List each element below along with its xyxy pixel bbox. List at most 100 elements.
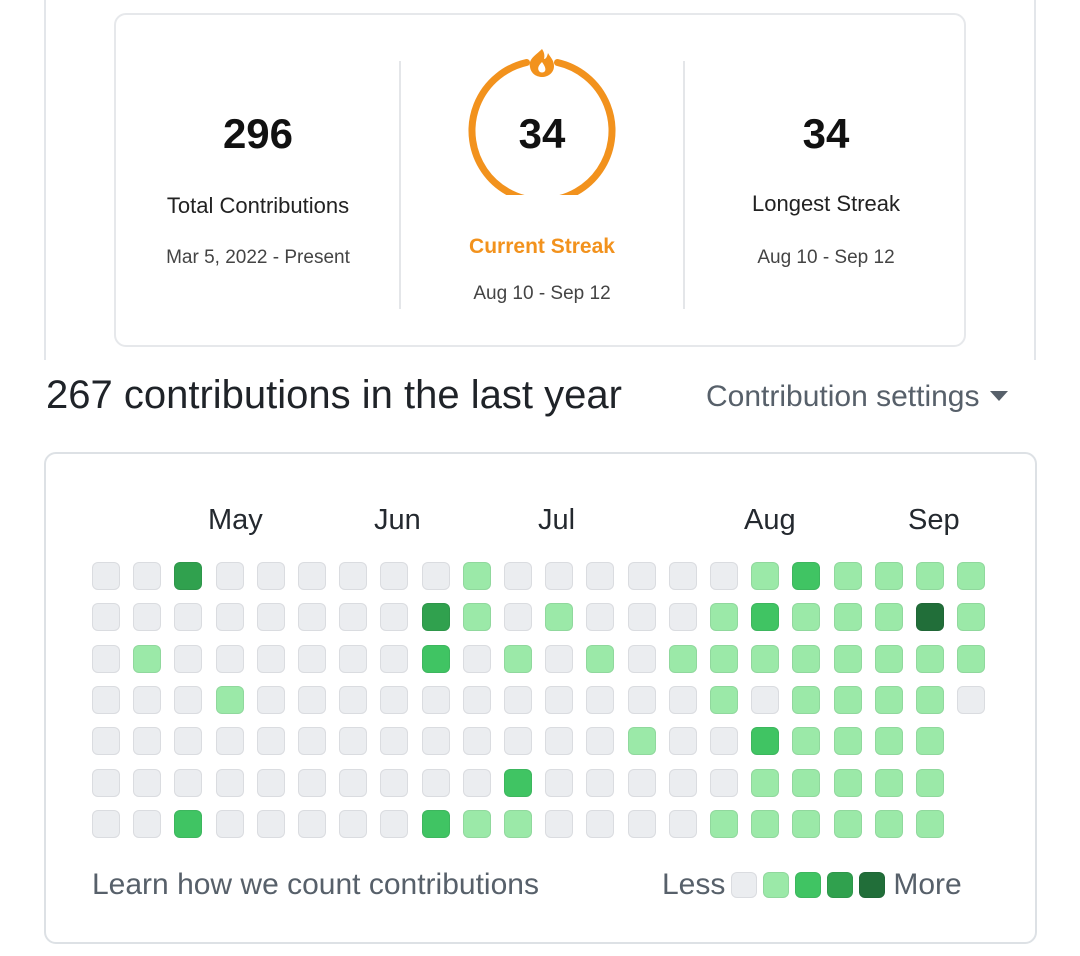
contribution-cell[interactable] bbox=[133, 644, 162, 673]
contribution-cell[interactable] bbox=[462, 727, 491, 756]
contribution-cell[interactable] bbox=[792, 727, 821, 756]
contribution-cell[interactable] bbox=[256, 768, 285, 797]
contribution-cell[interactable] bbox=[133, 685, 162, 714]
contribution-cell[interactable] bbox=[133, 562, 162, 590]
contribution-cell[interactable] bbox=[545, 768, 574, 797]
contribution-cell[interactable] bbox=[751, 768, 780, 797]
contribution-cell[interactable] bbox=[916, 685, 944, 714]
contribution-cell[interactable] bbox=[298, 727, 326, 756]
contribution-cell[interactable] bbox=[668, 809, 697, 838]
contribution-settings-button[interactable]: Contribution settings bbox=[706, 380, 1008, 414]
contribution-cell[interactable] bbox=[380, 644, 409, 673]
contribution-cell[interactable] bbox=[792, 768, 821, 797]
contribution-cell[interactable] bbox=[256, 644, 285, 673]
contribution-cell[interactable] bbox=[545, 603, 574, 632]
contribution-cell[interactable] bbox=[874, 809, 903, 838]
contribution-cell[interactable] bbox=[380, 727, 409, 756]
contribution-cell[interactable] bbox=[256, 809, 285, 838]
contribution-cell[interactable] bbox=[627, 685, 656, 714]
contribution-cell[interactable] bbox=[627, 603, 656, 632]
contribution-cell[interactable] bbox=[92, 809, 120, 838]
contribution-cell[interactable] bbox=[339, 603, 368, 632]
contribution-cell[interactable] bbox=[380, 768, 409, 797]
contribution-cell[interactable] bbox=[504, 768, 532, 797]
contribution-cell[interactable] bbox=[462, 562, 491, 590]
contribution-cell[interactable] bbox=[792, 644, 821, 673]
contribution-cell[interactable] bbox=[833, 562, 862, 590]
contribution-cell[interactable] bbox=[133, 603, 162, 632]
contribution-cell[interactable] bbox=[256, 603, 285, 632]
contribution-cell[interactable] bbox=[957, 603, 986, 632]
contribution-cell[interactable] bbox=[833, 727, 862, 756]
contribution-cell[interactable] bbox=[916, 809, 944, 838]
contribution-cell[interactable] bbox=[710, 644, 738, 673]
contribution-cell[interactable] bbox=[462, 809, 491, 838]
contribution-cell[interactable] bbox=[957, 562, 986, 590]
learn-how-we-count-link[interactable]: Learn how we count contributions bbox=[92, 868, 539, 901]
contribution-cell[interactable] bbox=[133, 768, 162, 797]
contribution-cell[interactable] bbox=[627, 562, 656, 590]
contribution-cell[interactable] bbox=[92, 685, 120, 714]
contribution-cell[interactable] bbox=[710, 768, 738, 797]
contribution-cell[interactable] bbox=[174, 727, 203, 756]
contribution-cell[interactable] bbox=[545, 562, 574, 590]
contribution-cell[interactable] bbox=[215, 768, 244, 797]
contribution-cell[interactable] bbox=[957, 644, 986, 673]
contribution-cell[interactable] bbox=[668, 562, 697, 590]
contribution-cell[interactable] bbox=[504, 562, 532, 590]
contribution-cell[interactable] bbox=[504, 685, 532, 714]
contribution-cell[interactable] bbox=[298, 603, 326, 632]
contribution-cell[interactable] bbox=[710, 562, 738, 590]
contribution-cell[interactable] bbox=[833, 809, 862, 838]
contribution-cell[interactable] bbox=[380, 809, 409, 838]
contribution-cell[interactable] bbox=[215, 562, 244, 590]
contribution-cell[interactable] bbox=[545, 727, 574, 756]
contribution-cell[interactable] bbox=[792, 809, 821, 838]
contribution-cell[interactable] bbox=[174, 768, 203, 797]
contribution-cell[interactable] bbox=[421, 809, 450, 838]
contribution-cell[interactable] bbox=[545, 809, 574, 838]
contribution-cell[interactable] bbox=[545, 644, 574, 673]
contribution-cell[interactable] bbox=[916, 768, 944, 797]
contribution-cell[interactable] bbox=[421, 685, 450, 714]
contribution-cell[interactable] bbox=[298, 809, 326, 838]
contribution-cell[interactable] bbox=[380, 562, 409, 590]
contribution-cell[interactable] bbox=[751, 603, 780, 632]
contribution-cell[interactable] bbox=[668, 727, 697, 756]
contribution-cell[interactable] bbox=[339, 685, 368, 714]
contribution-cell[interactable] bbox=[833, 644, 862, 673]
contribution-cell[interactable] bbox=[421, 768, 450, 797]
contribution-cell[interactable] bbox=[751, 809, 780, 838]
contribution-cell[interactable] bbox=[751, 562, 780, 590]
contribution-cell[interactable] bbox=[256, 685, 285, 714]
contribution-cell[interactable] bbox=[92, 603, 120, 632]
contribution-cell[interactable] bbox=[92, 562, 120, 590]
contribution-cell[interactable] bbox=[586, 603, 615, 632]
contribution-cell[interactable] bbox=[298, 685, 326, 714]
contribution-cell[interactable] bbox=[339, 562, 368, 590]
contribution-cell[interactable] bbox=[586, 809, 615, 838]
contribution-cell[interactable] bbox=[874, 644, 903, 673]
contribution-cell[interactable] bbox=[627, 644, 656, 673]
contribution-cell[interactable] bbox=[751, 644, 780, 673]
contribution-cell[interactable] bbox=[92, 644, 120, 673]
contribution-cell[interactable] bbox=[792, 562, 821, 590]
contribution-cell[interactable] bbox=[421, 603, 450, 632]
contribution-cell[interactable] bbox=[298, 644, 326, 673]
contribution-cell[interactable] bbox=[874, 768, 903, 797]
contribution-cell[interactable] bbox=[174, 685, 203, 714]
contribution-cell[interactable] bbox=[833, 603, 862, 632]
contribution-cell[interactable] bbox=[462, 603, 491, 632]
contribution-cell[interactable] bbox=[256, 562, 285, 590]
contribution-cell[interactable] bbox=[504, 809, 532, 838]
contribution-cell[interactable] bbox=[504, 644, 532, 673]
contribution-cell[interactable] bbox=[133, 727, 162, 756]
contribution-cell[interactable] bbox=[874, 685, 903, 714]
contribution-cell[interactable] bbox=[339, 727, 368, 756]
contribution-cell[interactable] bbox=[421, 644, 450, 673]
contribution-cell[interactable] bbox=[462, 768, 491, 797]
contribution-cell[interactable] bbox=[792, 685, 821, 714]
contribution-cell[interactable] bbox=[833, 685, 862, 714]
contribution-cell[interactable] bbox=[710, 727, 738, 756]
contribution-cell[interactable] bbox=[668, 685, 697, 714]
